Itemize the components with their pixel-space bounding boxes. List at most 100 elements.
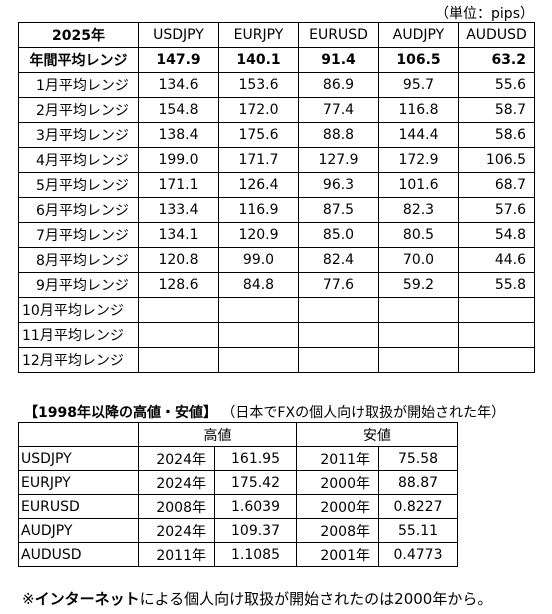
range-value: 58.6 (458, 122, 535, 148)
table-row: 8月平均レンジ 120.8 99.0 82.4 70.0 44.6 (18, 247, 535, 273)
low-header: 安値 (296, 422, 458, 447)
range-value: 95.7 (378, 72, 459, 98)
low-year: 2000年 (296, 494, 379, 519)
range-value: 57.6 (458, 197, 535, 223)
range-value: 106.5 (458, 147, 535, 173)
range-value: 91.4 (298, 47, 379, 73)
high-low-title: 【1998年以降の高値・安値】 (24, 405, 217, 421)
range-value (298, 297, 379, 323)
range-value: 133.4 (138, 197, 219, 223)
low-year: 2011年 (296, 446, 379, 471)
range-value: 68.7 (458, 172, 535, 198)
range-value: 88.8 (298, 122, 379, 148)
table-row: 9月平均レンジ 128.6 84.8 77.6 59.2 55.8 (18, 272, 535, 298)
table-row: AUDJPY 2024年 109.37 2008年 55.11 (18, 518, 458, 543)
low-year: 2001年 (296, 542, 379, 567)
pair-label: EURJPY (18, 470, 139, 495)
range-value: 140.1 (218, 47, 299, 73)
range-value (138, 297, 219, 323)
range-value: 106.5 (378, 47, 459, 73)
range-value: 199.0 (138, 147, 219, 173)
low-value: 88.87 (378, 470, 458, 495)
header-row: 高値 安値 (18, 422, 458, 447)
table-row: AUDUSD 2011年 1.1085 2001年 0.4773 (18, 542, 458, 567)
range-value (458, 347, 535, 373)
range-value: 147.9 (138, 47, 219, 73)
range-value (458, 322, 535, 348)
range-value: 171.1 (138, 172, 219, 198)
header-empty-cell (18, 422, 139, 447)
range-value (458, 297, 535, 323)
range-value: 138.4 (138, 122, 219, 148)
footnote-mark: ※ (22, 590, 35, 608)
row-label: 11月平均レンジ (18, 322, 139, 348)
range-value: 172.9 (378, 147, 459, 173)
table-row: EURJPY 2024年 175.42 2000年 88.87 (18, 470, 458, 495)
low-value: 0.4773 (378, 542, 458, 567)
high-low-title-note: （日本でFXの個人向け取扱が開始された年） (221, 405, 506, 421)
row-label: 年間平均レンジ (18, 47, 139, 73)
pair-header-audjpy: AUDJPY (378, 22, 459, 48)
table-row: 5月平均レンジ 171.1 126.4 96.3 101.6 68.7 (18, 172, 535, 198)
high-value: 1.6039 (214, 494, 297, 519)
table-row: 10月平均レンジ (18, 297, 535, 323)
row-label: 2月平均レンジ (18, 97, 139, 123)
table-row: 6月平均レンジ 133.4 116.9 87.5 82.3 57.6 (18, 197, 535, 223)
high-year: 2024年 (138, 518, 215, 543)
range-value: 59.2 (378, 272, 459, 298)
range-value: 70.0 (378, 247, 459, 273)
low-year: 2000年 (296, 470, 379, 495)
range-value: 77.4 (298, 97, 379, 123)
range-value: 134.6 (138, 72, 219, 98)
high-value: 161.95 (214, 446, 297, 471)
pair-header-eurjpy: EURJPY (218, 22, 299, 48)
range-value: 120.8 (138, 247, 219, 273)
low-value: 55.11 (378, 518, 458, 543)
range-value (138, 347, 219, 373)
high-value: 109.37 (214, 518, 297, 543)
range-value: 80.5 (378, 222, 459, 248)
range-value: 63.2 (458, 47, 535, 73)
pair-label: EURUSD (18, 494, 139, 519)
pair-header-eurusd: EURUSD (298, 22, 379, 48)
range-value (138, 322, 219, 348)
high-low-section-title: 【1998年以降の高値・安値】 （日本でFXの個人向け取扱が開始された年） (24, 402, 505, 422)
range-value: 175.6 (218, 122, 299, 148)
range-value: 87.5 (298, 197, 379, 223)
table-row: 1月平均レンジ 134.6 153.6 86.9 95.7 55.6 (18, 72, 535, 98)
range-value: 127.9 (298, 147, 379, 173)
table-row: USDJPY 2024年 161.95 2011年 75.58 (18, 446, 458, 471)
range-value: 55.8 (458, 272, 535, 298)
table-row: 2月平均レンジ 154.8 172.0 77.4 116.8 58.7 (18, 97, 535, 123)
row-label: 9月平均レンジ (18, 272, 139, 298)
range-value: 171.7 (218, 147, 299, 173)
range-value: 58.7 (458, 97, 535, 123)
table-row: 12月平均レンジ (18, 347, 535, 373)
footnote-bold-text: インターネット (34, 590, 140, 608)
row-label: 3月平均レンジ (18, 122, 139, 148)
high-low-table: 高値 安値 USDJPY 2024年 161.95 2011年 75.58 EU… (18, 422, 458, 567)
range-value (378, 322, 459, 348)
range-value: 126.4 (218, 172, 299, 198)
table-row: 3月平均レンジ 138.4 175.6 88.8 144.4 58.6 (18, 122, 535, 148)
range-value (218, 297, 299, 323)
monthly-range-table: 2025年 USDJPY EURJPY EURUSD AUDJPY AUDUSD… (18, 22, 535, 373)
range-value (218, 322, 299, 348)
row-label: 4月平均レンジ (18, 147, 139, 173)
range-value: 77.6 (298, 272, 379, 298)
row-label: 8月平均レンジ (18, 247, 139, 273)
footnote-text: による個人向け取扱が開始されたのは2000年から。 (139, 590, 493, 608)
high-value: 1.1085 (214, 542, 297, 567)
table-row: 7月平均レンジ 134.1 120.9 85.0 80.5 54.8 (18, 222, 535, 248)
range-value: 116.9 (218, 197, 299, 223)
low-value: 0.8227 (378, 494, 458, 519)
high-year: 2024年 (138, 446, 215, 471)
range-value: 44.6 (458, 247, 535, 273)
pair-label: AUDJPY (18, 518, 139, 543)
range-value: 99.0 (218, 247, 299, 273)
low-year: 2008年 (296, 518, 379, 543)
range-value: 153.6 (218, 72, 299, 98)
footnote: ※インターネットによる個人向け取扱が開始されたのは2000年から。 (22, 588, 492, 609)
range-value: 144.4 (378, 122, 459, 148)
high-year: 2008年 (138, 494, 215, 519)
